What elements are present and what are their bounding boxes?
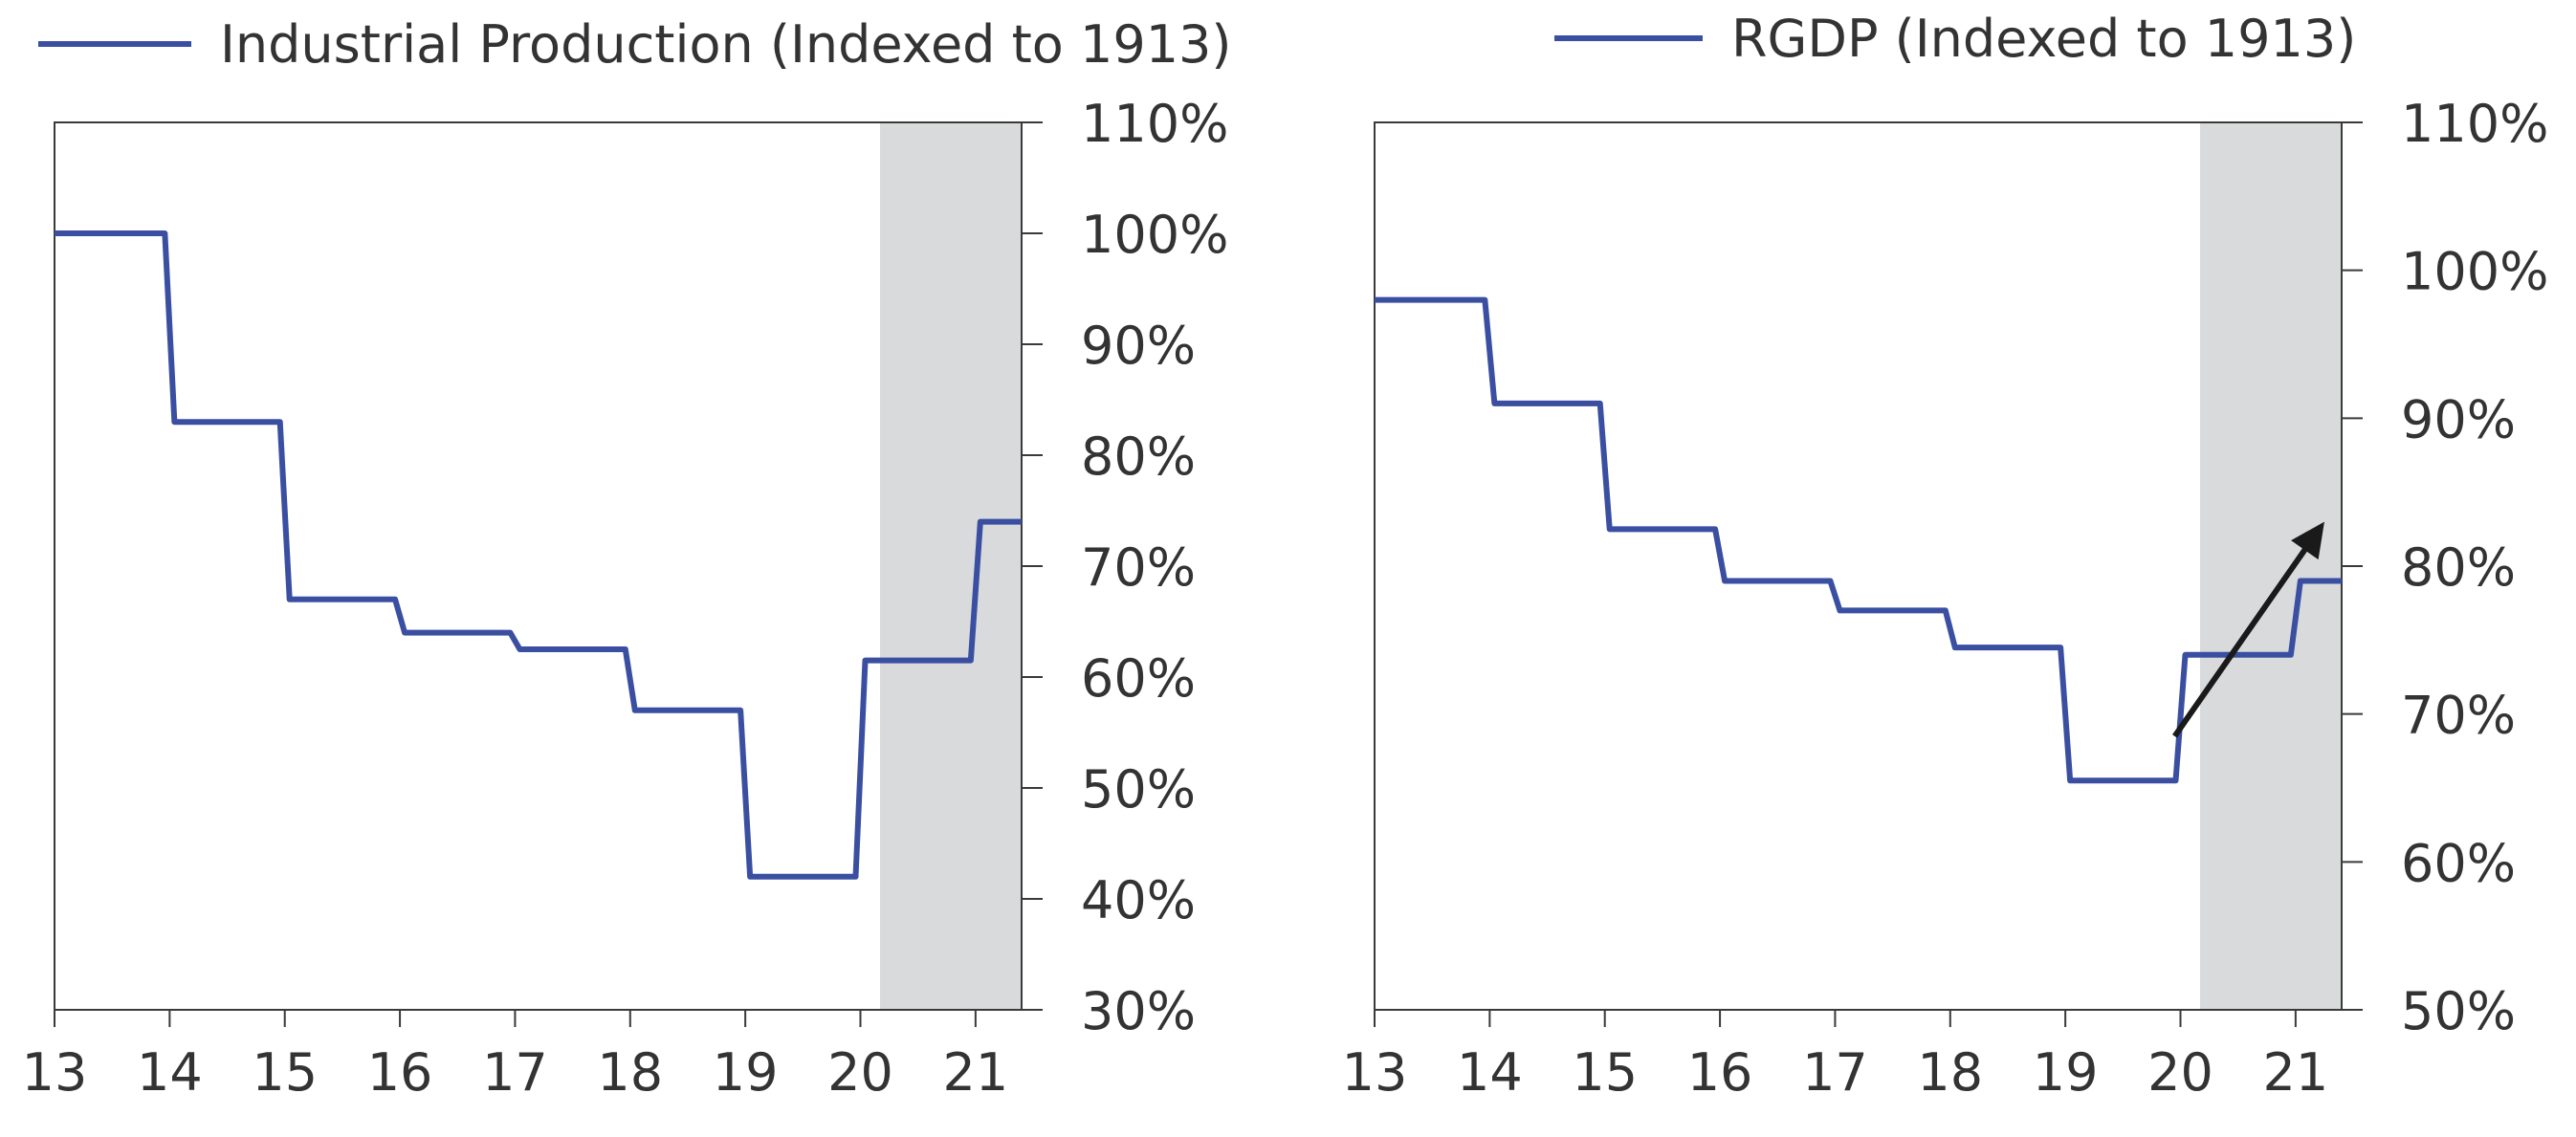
x-tick-label: 17 xyxy=(482,1042,548,1103)
x-tick-label: 18 xyxy=(597,1042,663,1103)
x-tick-label: 13 xyxy=(22,1042,88,1103)
y-tick-label: 40% xyxy=(1081,870,1196,930)
x-tick-label: 13 xyxy=(1342,1042,1408,1103)
x-tick-label: 18 xyxy=(1917,1042,1983,1103)
y-tick-label: 90% xyxy=(1081,316,1196,376)
x-tick-label: 21 xyxy=(942,1042,1008,1103)
rgdp-panel: 13 14 15 16 17 18 19 20 21 110% 100% 90% 80% 70% 60% 50… xyxy=(1342,9,2549,1103)
x-tick-label: 19 xyxy=(713,1042,779,1103)
y-tick-label: 70% xyxy=(2401,686,2516,746)
y-tick-label: 70% xyxy=(1081,537,1196,598)
plot-frame xyxy=(1374,121,2343,1011)
y-tick-label: 90% xyxy=(2401,389,2516,449)
y-tick-label: 100% xyxy=(1081,205,1228,265)
annotation-arrow-head xyxy=(2291,521,2324,560)
x-tick-label: 16 xyxy=(367,1042,433,1103)
shaded-region xyxy=(2199,122,2342,1010)
x-tick-label: 14 xyxy=(137,1042,203,1103)
x-tick-label: 20 xyxy=(827,1042,893,1103)
industrial-production-panel: 13 14 15 16 17 18 19 20 21 110% 100% 90% 80% 70% 60% 50… xyxy=(22,14,1232,1103)
annotation-arrow-shaft xyxy=(2172,545,2310,738)
y-tick-label: 110% xyxy=(1081,94,1228,154)
legend-label: Industrial Production (Indexed to 1913) xyxy=(220,14,1231,75)
y-tick-label: 80% xyxy=(1081,426,1196,487)
x-tick-label: 21 xyxy=(2262,1042,2328,1103)
y-tick-label: 60% xyxy=(1081,648,1196,709)
x-tick-label: 14 xyxy=(1457,1042,1523,1103)
x-tick-label: 15 xyxy=(252,1042,318,1103)
series-line xyxy=(1375,296,2342,784)
shaded-region xyxy=(879,122,1022,1010)
y-tick-label: 30% xyxy=(1081,981,1196,1041)
x-tick-label: 15 xyxy=(1572,1042,1638,1103)
x-tick-label: 16 xyxy=(1687,1042,1753,1103)
plot-frame xyxy=(54,121,1023,1011)
y-tick-label: 50% xyxy=(1081,759,1196,820)
series-line xyxy=(55,230,1022,880)
y-tick-label: 50% xyxy=(2401,981,2516,1041)
x-tick-label: 20 xyxy=(2147,1042,2213,1103)
y-tick-label: 60% xyxy=(2401,833,2516,893)
x-tick-label: 19 xyxy=(2033,1042,2099,1103)
y-tick-label: 110% xyxy=(2401,94,2548,154)
y-tick-label: 100% xyxy=(2401,242,2548,302)
legend-label: RGDP (Indexed to 1913) xyxy=(1731,9,2356,69)
x-tick-label: 17 xyxy=(1802,1042,1868,1103)
y-tick-label: 80% xyxy=(2401,537,2516,598)
